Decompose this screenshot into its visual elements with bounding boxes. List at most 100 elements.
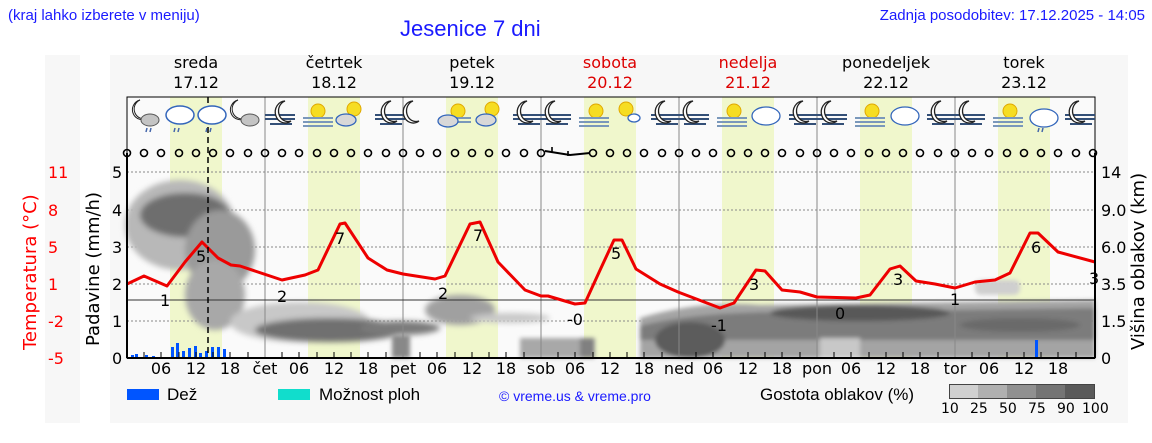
temp-max-label: 7 xyxy=(473,226,484,245)
x-tick: 18 xyxy=(909,359,931,378)
density-swatch-90 xyxy=(1065,384,1095,399)
x-tick: 12 xyxy=(323,359,345,378)
x-tick: 18 xyxy=(357,359,379,378)
rain-tick: 3 xyxy=(112,238,123,257)
temp-max-label: 7 xyxy=(335,229,346,248)
density-swatch-25 xyxy=(978,384,1007,399)
x-tick: čet xyxy=(252,359,278,378)
x-tick: ned xyxy=(663,359,695,378)
x-tick: 18 xyxy=(1047,359,1069,378)
x-tick: 06 xyxy=(426,359,448,378)
density-tick: 90 xyxy=(1057,401,1075,417)
cloud-tick: 3.5 xyxy=(1101,275,1127,294)
x-tick: 18 xyxy=(495,359,517,378)
cloud-density-label: Gostota oblakov (%) xyxy=(760,385,915,404)
temp-tick: 8 xyxy=(48,201,59,220)
density-tick: 10 xyxy=(941,401,959,417)
weather-icons xyxy=(131,99,260,133)
x-tick: 12 xyxy=(599,359,621,378)
x-tick: 18 xyxy=(219,359,241,378)
day-label-sat: sobota 20.12 xyxy=(582,53,638,92)
density-tick: 75 xyxy=(1028,401,1046,417)
x-tick: 06 xyxy=(288,359,310,378)
temperature-axis-label: Temperatura (°C) xyxy=(20,194,41,350)
x-tick: 06 xyxy=(840,359,862,378)
rain-legend-label: Dež xyxy=(167,385,198,404)
temp-max-label: 5 xyxy=(196,247,207,266)
day-label-wed: sreda 17.12 xyxy=(173,53,219,92)
cloud-tick: 9.0 xyxy=(1101,201,1127,220)
x-tick: 18 xyxy=(633,359,655,378)
temp-min-label: 2 xyxy=(277,287,288,306)
rain-tick: 5 xyxy=(112,163,123,182)
cloud-density-low xyxy=(392,280,1095,358)
density-tick: 25 xyxy=(970,401,988,417)
x-tick: pon xyxy=(801,359,833,378)
temp-min-label: -0 xyxy=(567,310,583,329)
storm-legend-swatch xyxy=(278,389,310,400)
moon-cloud-rain-icon xyxy=(131,99,160,133)
cloud-rain-icon xyxy=(197,105,227,133)
x-tick: 12 xyxy=(1013,359,1035,378)
day-label-mon: ponedeljek 22.12 xyxy=(842,53,930,92)
region-hint: (kraj lahko izberete v meniju) xyxy=(8,7,200,24)
temp-max-label: 3 xyxy=(749,275,760,294)
density-tick: 50 xyxy=(999,401,1017,417)
rain-tick: 4 xyxy=(112,201,123,220)
temp-min-label: 1 xyxy=(160,291,171,310)
x-tick: 06 xyxy=(150,359,172,378)
cloud-tick: 14 xyxy=(1101,163,1122,182)
temp-tick: -5 xyxy=(48,349,64,368)
wind-indicators xyxy=(122,147,1098,158)
x-tick: 06 xyxy=(702,359,724,378)
x-tick: tor xyxy=(943,359,967,378)
day-label-fri: petek 19.12 xyxy=(449,53,495,92)
x-tick: 12 xyxy=(461,359,483,378)
cloud-rain-icon xyxy=(165,105,195,133)
temp-tick: 5 xyxy=(48,238,59,257)
temperature-line xyxy=(126,220,1096,310)
density-swatch-75 xyxy=(1036,384,1065,399)
density-swatch-50 xyxy=(1007,384,1036,399)
day-label-thu: četrtek 18.12 xyxy=(305,53,363,92)
temp-max-label: 3 xyxy=(893,270,904,289)
copyright-link[interactable]: © vreme.us & vreme.pro xyxy=(499,388,651,404)
precipitation-axis-label: Padavine (mm/h) xyxy=(83,192,104,346)
density-swatch-10 xyxy=(949,384,979,399)
cloud-tick: 1.5 xyxy=(1101,312,1127,331)
cloud-height-axis-label: Višina oblakov (km) xyxy=(1128,172,1149,350)
day-label-sun: nedelja 21.12 xyxy=(718,53,778,92)
x-tick: 12 xyxy=(875,359,897,378)
last-updated: Zadnja posodobitev: 17.12.2025 - 14:05 xyxy=(879,7,1145,24)
rain-tick: 2 xyxy=(112,275,123,294)
storm-legend-label: Možnost ploh xyxy=(319,385,421,404)
temp-tick: 1 xyxy=(48,275,59,294)
x-tick: pet xyxy=(389,359,417,378)
moon-icons xyxy=(274,100,1086,124)
x-tick: 18 xyxy=(771,359,793,378)
temp-min-label: 0 xyxy=(835,304,846,323)
chart-title: Jesenice 7 dni xyxy=(400,16,541,41)
temp-max-label: 5 xyxy=(611,244,622,263)
rain-legend-swatch xyxy=(127,389,159,400)
temp-tick: -2 xyxy=(48,312,64,331)
cloud-tick: 6.0 xyxy=(1101,238,1127,257)
cloud-icons xyxy=(335,106,1059,128)
temp-min-label: 2 xyxy=(438,284,449,303)
rain-tick: 1 xyxy=(112,312,123,331)
x-tick: 12 xyxy=(737,359,759,378)
temp-min-label: -1 xyxy=(711,316,727,335)
temp-axis-panel xyxy=(45,55,80,423)
x-tick: 06 xyxy=(564,359,586,378)
moon-cloud-icon xyxy=(229,99,260,127)
density-tick: 100 xyxy=(1082,401,1109,417)
day-label-tue: torek 23.12 xyxy=(1001,53,1047,92)
temp-min-label: 1 xyxy=(950,290,961,309)
temp-max-label: 6 xyxy=(1031,238,1042,257)
rain-tick: 0 xyxy=(112,349,123,368)
x-tick: sob xyxy=(526,359,556,378)
x-tick: 12 xyxy=(185,359,207,378)
temp-end-label: 3 xyxy=(1089,269,1100,288)
x-tick: 06 xyxy=(978,359,1000,378)
